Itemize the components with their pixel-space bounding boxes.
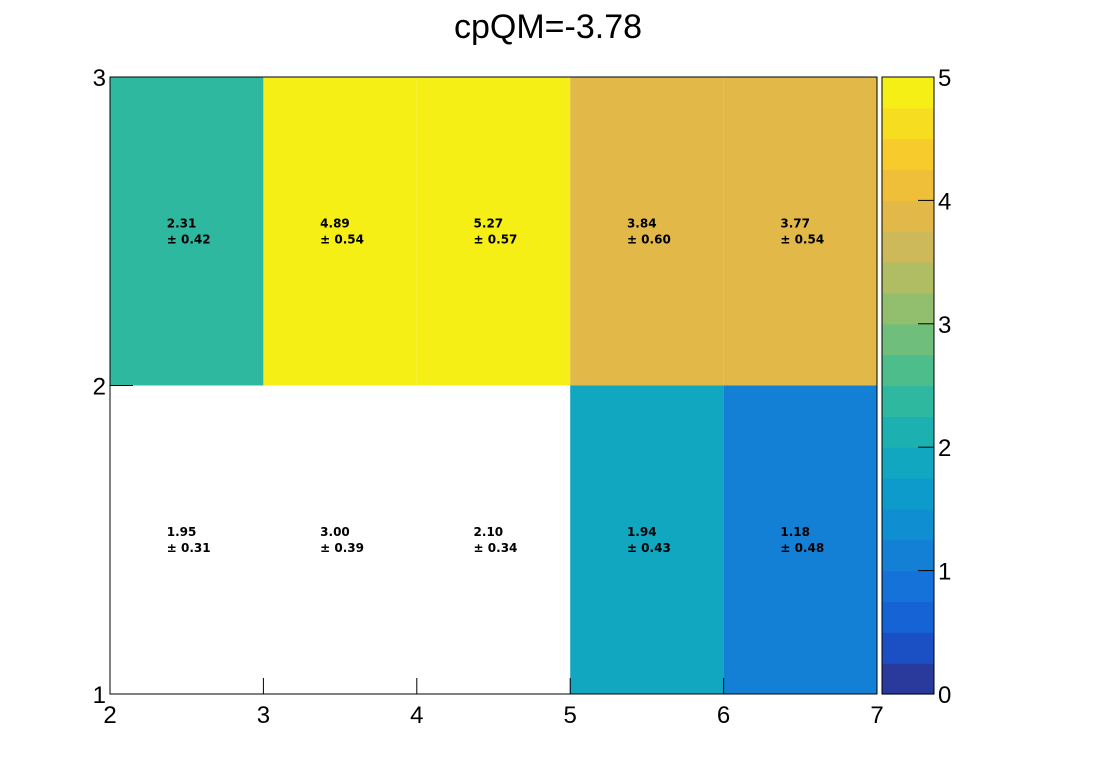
heatmap-cell [110, 77, 264, 386]
color-scale-segment [882, 169, 934, 201]
heatmap-cell [723, 77, 877, 386]
heatmap-cell [723, 385, 877, 694]
cell-error-label: ± 0.60 [627, 232, 671, 246]
heatmap-cell [416, 77, 571, 386]
color-scale-tick-label: 4 [938, 188, 951, 215]
cell-value-label: 2.10 [474, 525, 504, 539]
cell-error-label: ± 0.42 [167, 232, 211, 246]
x-axis-tick-label: 6 [717, 702, 730, 729]
cell-value-label: 3.00 [320, 525, 350, 539]
color-scale-segment [882, 478, 934, 510]
cell-error-label: ± 0.54 [320, 232, 364, 246]
heatmap-cell [110, 385, 264, 694]
color-scale-segment [882, 200, 934, 232]
color-scale-frame [881, 76, 935, 695]
cell-error-label: ± 0.57 [474, 232, 518, 246]
color-scale-tick-label: 3 [938, 312, 951, 339]
color-scale-segment [882, 138, 934, 171]
heatmap-cells [110, 77, 877, 694]
x-axis-tick-label: 2 [103, 702, 116, 729]
chart-title: cpQM=-3.78 [454, 8, 642, 46]
color-scale-segment [882, 663, 934, 695]
x-axis-tick-label: 5 [564, 702, 577, 729]
cell-value-label: 1.94 [627, 525, 657, 539]
cell-error-label: ± 0.31 [167, 541, 211, 555]
color-scale: 0 1 2 3 4 5 [881, 65, 951, 709]
y-axis-tick-label: 3 [93, 65, 106, 92]
color-scale-segment [882, 262, 934, 294]
cell-value-label: 5.27 [474, 216, 504, 230]
heatmap-cell [570, 385, 724, 694]
color-scale-segment [882, 231, 934, 263]
heatmap-cell [263, 385, 417, 694]
color-scale-tick-label: 0 [938, 682, 951, 709]
heatmap-cell [570, 77, 724, 386]
color-scale-segment [882, 447, 934, 479]
heatmap-cell [416, 385, 571, 694]
cell-value-label: 1.18 [780, 525, 810, 539]
color-scale-tick-label: 1 [938, 559, 951, 586]
color-scale-segment [882, 292, 934, 325]
color-scale-segment [882, 354, 934, 387]
color-scale-tick-label: 5 [938, 65, 951, 92]
color-scale-segment [882, 323, 934, 356]
cell-error-label: ± 0.48 [780, 541, 824, 555]
color-scale-segment [882, 77, 934, 109]
cell-error-label: ± 0.43 [627, 541, 671, 555]
cell-error-label: ± 0.54 [780, 232, 824, 246]
color-scale-tick-label: 2 [938, 435, 951, 462]
cell-value-label: 3.84 [627, 216, 657, 230]
color-scale-segment [882, 570, 934, 603]
y-axis-tick-label: 1 [93, 682, 106, 709]
cell-value-label: 1.95 [167, 525, 197, 539]
cell-value-label: 2.31 [167, 216, 197, 230]
cell-error-label: ± 0.34 [474, 541, 518, 555]
color-scale-segment [882, 601, 934, 633]
cell-labels: 2.31 ± 0.42 4.89 ± 0.54 5.27 ± 0.57 3.84 ± 0.60… [167, 216, 824, 555]
y-axis-tick-label: 2 [93, 374, 106, 401]
heatmap-cell [263, 77, 417, 386]
x-axis-tick-label: 4 [410, 702, 423, 729]
color-scale-segment [882, 385, 934, 417]
cell-value-label: 3.77 [780, 216, 810, 230]
color-scale-segment [882, 508, 934, 541]
color-scale-segment [882, 539, 934, 572]
cell-error-label: ± 0.39 [320, 541, 364, 555]
x-axis-tick-label: 3 [257, 702, 270, 729]
cell-value-label: 4.89 [320, 216, 350, 230]
x-axis-tick-label: 7 [870, 702, 883, 729]
color-scale-segment [882, 107, 934, 140]
color-scale-segment [882, 632, 934, 664]
color-scale-segment [882, 416, 934, 448]
